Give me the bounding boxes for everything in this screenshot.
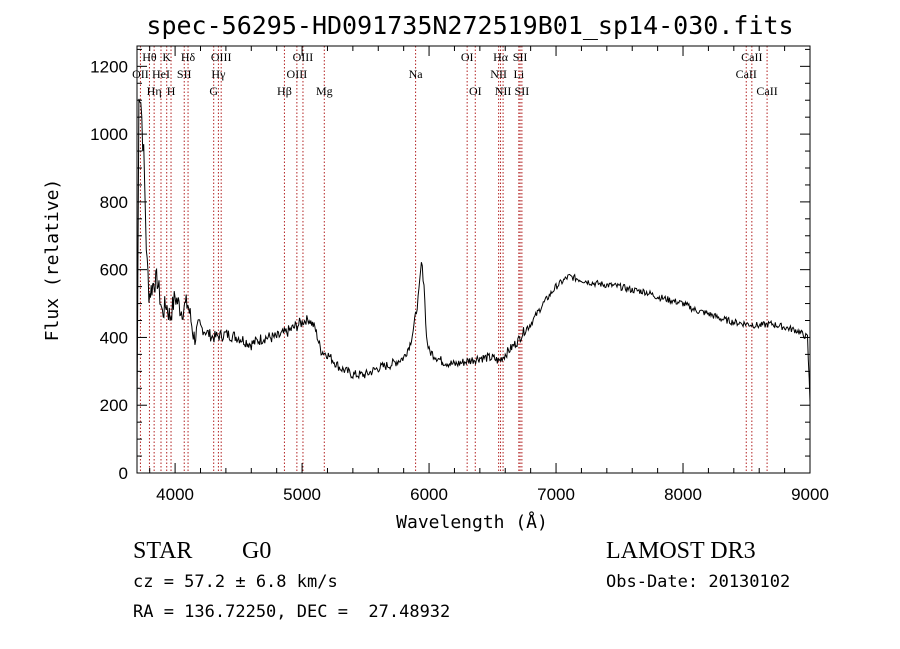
object-class: STAR <box>133 538 193 564</box>
line-marker-label: OI <box>461 50 474 64</box>
line-marker-label: NII <box>495 84 512 98</box>
line-marker-label: OIII <box>293 50 314 64</box>
line-marker-label: OII <box>132 67 149 81</box>
line-marker-label: CaII <box>736 67 757 81</box>
y-tick-label: 600 <box>100 261 128 280</box>
line-marker-label: SII <box>515 84 530 98</box>
plot-frame <box>136 45 811 474</box>
line-marker-label: HeI <box>152 67 170 81</box>
line-marker-label: NII <box>490 67 507 81</box>
y-tick-label: 200 <box>100 396 128 415</box>
line-marker-label: Na <box>409 67 424 81</box>
x-tick-label: 6000 <box>410 485 448 504</box>
line-marker-labels: OIIHθHηHeIKHSIIHδGHγOIIIHβOIIIOIIIMgNaOI… <box>132 50 778 98</box>
line-marker-label: Hη <box>147 84 162 98</box>
line-marker-label: OI <box>469 84 482 98</box>
line-marker-label: Hδ <box>181 50 196 64</box>
y-axis-label: Flux (relative) <box>42 179 63 342</box>
line-marker-label: Hα <box>493 50 509 64</box>
line-marker-label: Hγ <box>211 67 226 81</box>
chart-title: spec-56295-HD091735N272519B01_sp14-030.f… <box>146 11 793 40</box>
subclass: G0 <box>242 538 272 564</box>
line-marker-label: SII <box>513 50 528 64</box>
x-tick-label: 5000 <box>283 485 321 504</box>
x-axis: 4000 5000 6000 7000 8000 9000 <box>149 46 829 504</box>
x-tick-label: 4000 <box>156 485 194 504</box>
line-marker-label: CaII <box>756 84 777 98</box>
x-axis-label: Wavelength (Å) <box>396 511 548 533</box>
x-tick-label: 7000 <box>537 485 575 504</box>
line-marker-label: Li <box>513 67 524 81</box>
line-marker-label: Hθ <box>142 50 157 64</box>
line-marker-label: K <box>162 50 171 64</box>
line-markers <box>139 46 768 473</box>
line-marker-label: Hβ <box>277 84 292 98</box>
x-tick-label: 9000 <box>791 485 829 504</box>
y-tick-label: 1000 <box>90 125 128 144</box>
survey-name: LAMOST DR3 <box>606 538 756 564</box>
x-tick-label: 8000 <box>664 485 702 504</box>
redshift-value: cz = 57.2 ± 6.8 km/s <box>133 572 338 592</box>
spectrum-line <box>136 98 811 423</box>
observation-date: Obs-Date: 20130102 <box>606 572 791 592</box>
y-tick-label: 1200 <box>90 57 128 76</box>
line-marker-label: H <box>167 84 176 98</box>
y-tick-label: 0 <box>119 464 128 483</box>
line-marker-label: CaII <box>741 50 762 64</box>
coordinates: RA = 136.72250, DEC = 27.48932 <box>133 602 451 622</box>
y-axis: 0 200 400 600 800 1000 1200 <box>90 48 810 483</box>
line-marker-label: OIII <box>211 50 232 64</box>
y-tick-label: 400 <box>100 328 128 347</box>
line-marker-label: Mg <box>316 84 333 98</box>
line-marker-label: SII <box>177 67 192 81</box>
y-tick-label: 800 <box>100 193 128 212</box>
line-marker-label: G <box>209 84 218 98</box>
line-marker-label: OIII <box>287 67 308 81</box>
